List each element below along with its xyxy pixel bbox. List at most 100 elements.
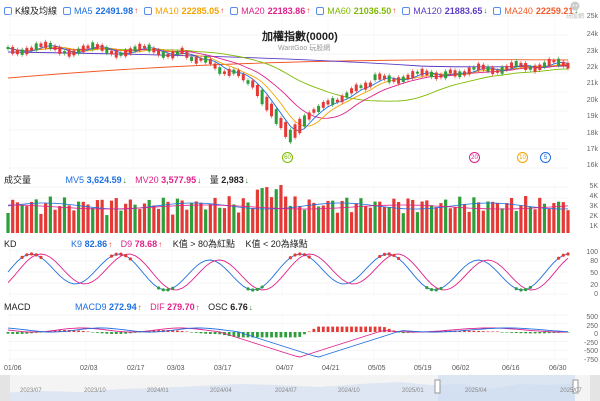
x-tick: 06/16: [502, 365, 520, 372]
y-tick-21k: 21k: [586, 80, 598, 87]
volume-bar: [524, 196, 528, 233]
macd-osc-bar: [397, 332, 400, 333]
candle: [486, 66, 490, 72]
volume-bar: [166, 201, 170, 233]
volume-bar: [552, 202, 556, 233]
volume-bar: [29, 201, 34, 233]
volume-bar: [109, 200, 114, 233]
volume-bar: [307, 199, 311, 233]
volume-bar: [241, 198, 245, 233]
kd-legend: KD K9 82.86↑ D9 78.68↑ K值 > 80為紅點 K值 < 2…: [4, 237, 308, 250]
candle: [434, 72, 438, 79]
macd-osc-bar: [171, 330, 175, 332]
volume-bar: [6, 213, 10, 233]
checkbox-icon[interactable]: [493, 6, 502, 15]
volume-bar: [406, 198, 410, 233]
volume-bar: [246, 202, 250, 233]
kd-red-dot: [298, 252, 302, 256]
kd-red-dot: [128, 257, 132, 261]
kd-red-dot: [392, 253, 396, 258]
volume-chart[interactable]: [0, 185, 600, 235]
checkbox-icon[interactable]: [63, 6, 72, 15]
macd-osc-bar: [213, 332, 217, 335]
macd-osc-bar: [270, 332, 273, 338]
candle: [147, 44, 151, 52]
checkbox-icon[interactable]: [144, 6, 153, 15]
candle: [335, 99, 339, 103]
timeline-left-handle[interactable]: [434, 379, 441, 394]
k-line-toggle[interactable]: K線及均線: [4, 4, 57, 17]
kd-red-dot: [39, 255, 43, 259]
kd-tick-80: 80: [590, 258, 598, 265]
volume-bar: [364, 206, 368, 233]
candle: [142, 45, 146, 48]
kd-red-dot: [561, 253, 565, 257]
candle: [397, 77, 401, 84]
ma20-badge[interactable]: 20: [469, 152, 480, 163]
candle: [44, 41, 48, 48]
kd-green-dot: [251, 288, 255, 292]
kd-label: KD: [4, 239, 17, 249]
volume-bar: [561, 202, 565, 233]
candle: [392, 78, 396, 82]
macd-osc-bar: [312, 328, 316, 332]
volume-bar: [152, 205, 156, 233]
mv20-arrow: ↓: [197, 176, 202, 185]
ma5-toggle[interactable]: MA5 22491.98 ↑: [63, 6, 138, 16]
kd-tick-50: 50: [590, 270, 598, 277]
kd-green-dot: [166, 288, 170, 292]
timeline-navigator[interactable]: [0, 375, 600, 401]
macd-chart[interactable]: [0, 313, 600, 363]
kd-green-dot: [514, 287, 518, 291]
volume-bar: [373, 201, 377, 233]
ma240-label: MA240: [504, 5, 533, 16]
candle: [519, 62, 523, 67]
volume-bar: [556, 201, 561, 233]
ma120-toggle[interactable]: MA120 21883.65 ↓: [402, 6, 487, 16]
candle: [72, 50, 76, 56]
candle: [302, 115, 306, 127]
macd-osc-bar: [331, 326, 335, 332]
candle: [411, 71, 415, 78]
volume-bar: [20, 205, 24, 233]
candle: [86, 45, 90, 49]
checkbox-icon[interactable]: [230, 6, 239, 15]
timeline-scroll-left[interactable]: [0, 375, 10, 401]
candle: [293, 124, 297, 138]
macd9-value: 272.94: [109, 302, 137, 312]
volume-bar: [260, 188, 264, 233]
volume-bar: [185, 209, 189, 233]
ma60-toggle[interactable]: MA60 21036.50 ↑: [316, 6, 396, 16]
price-chart[interactable]: [0, 14, 600, 172]
ma10-toggle[interactable]: MA10 22285.05 ↑: [144, 6, 224, 16]
ma20-toggle[interactable]: MA20 22183.86 ↑: [230, 6, 310, 16]
kd-chart[interactable]: [0, 248, 600, 298]
ma240-toggle[interactable]: MA240 22259.21 ↓: [493, 6, 578, 16]
checkbox-icon[interactable]: [316, 6, 325, 15]
volume-bar: [208, 204, 212, 233]
candle: [420, 68, 424, 76]
macd-osc-bar: [387, 328, 391, 332]
macd-osc-bar: [486, 331, 490, 332]
ma5-badge[interactable]: 5: [540, 152, 551, 163]
macd-osc-bar: [326, 326, 330, 332]
candle: [458, 71, 462, 78]
timeline-selection[interactable]: [438, 375, 575, 401]
d9-arrow: ↑: [158, 240, 163, 249]
macd-osc-bar: [48, 330, 52, 332]
ma60-badge[interactable]: 60: [282, 152, 293, 163]
checkbox-icon[interactable]: [4, 6, 12, 15]
candle: [298, 118, 302, 134]
candle: [481, 64, 485, 70]
kd-red-dot: [307, 255, 311, 259]
macd-osc-bar: [72, 330, 76, 332]
ma120-arrow: ↓: [483, 6, 488, 15]
volume-bar: [175, 198, 180, 233]
timeline-right-handle[interactable]: [572, 379, 579, 394]
ma10-badge[interactable]: 10: [517, 152, 528, 163]
kd-red-dot: [20, 255, 24, 259]
volume-bar: [279, 185, 283, 233]
checkbox-icon[interactable]: [402, 6, 411, 15]
vol-tick-5k: 5K: [589, 183, 598, 190]
timeline-scroll-right[interactable]: [590, 375, 600, 401]
